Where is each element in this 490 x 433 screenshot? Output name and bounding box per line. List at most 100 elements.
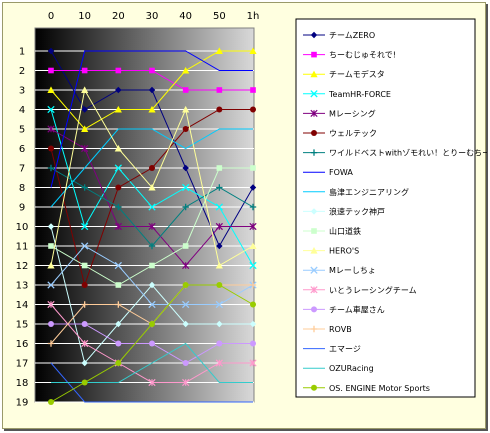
data-point <box>81 321 88 327</box>
legend-label: チーム車屋さん <box>329 304 385 314</box>
legend-marker <box>310 208 318 215</box>
legend-entry: 島津エンジニアリング <box>303 187 409 197</box>
y-tick-label: 9 <box>19 203 25 214</box>
data-point <box>48 67 54 74</box>
data-point <box>47 47 55 55</box>
legend-label: チームモデスタ <box>329 69 385 79</box>
data-point <box>115 67 122 74</box>
series-4 <box>47 105 257 270</box>
data-point <box>182 320 189 328</box>
data-point <box>81 242 89 250</box>
legend-entry: TeamHR-FORCE <box>303 90 391 99</box>
data-point <box>216 320 223 328</box>
legend-entries: チームZERO ちーむじゅそれで! チームモデスタ TeamHR-FORCE Mレーシン… <box>303 31 487 393</box>
data-point <box>81 222 89 231</box>
data-point <box>250 165 256 171</box>
data-point <box>148 378 156 387</box>
data-point <box>148 281 156 289</box>
data-point <box>182 126 189 132</box>
data-point <box>249 261 257 270</box>
y-tick-label: 7 <box>19 164 25 175</box>
legend-entry: ちーむじゅそれで! <box>303 51 396 60</box>
data-point <box>47 300 55 309</box>
y-tick-label: 14 <box>16 300 29 311</box>
y-tick-label: 8 <box>19 183 25 194</box>
legend-marker <box>310 286 318 294</box>
legend-label: ちーむじゅそれで! <box>329 51 396 60</box>
data-point <box>182 203 189 211</box>
data-point <box>81 144 89 153</box>
legend-label: 島津エンジニアリング <box>329 187 409 197</box>
data-point <box>149 340 155 347</box>
data-point <box>250 106 256 113</box>
x-tick-label: 40 <box>179 11 192 22</box>
legend-entry: FOWA <box>303 168 353 177</box>
x-tick-label: 1h <box>247 11 260 22</box>
data-point <box>250 301 256 308</box>
legend-marker <box>310 90 318 98</box>
chart-frame: 0 10 20 30 40 50 1h 1 2 3 4 5 6 7 8 9 10 11 12 13 14 15 16 17 1… <box>2 2 487 429</box>
data-point <box>216 282 223 288</box>
data-point <box>250 340 256 347</box>
data-point <box>148 203 156 211</box>
data-point <box>249 203 257 211</box>
legend-entry: OS. ENGINE Motor Sports <box>303 384 430 393</box>
data-point <box>249 320 257 328</box>
data-point <box>216 184 223 191</box>
data-point <box>249 359 257 367</box>
data-point <box>149 321 155 327</box>
series-9 <box>50 128 253 208</box>
y-tick-label: 4 <box>19 105 25 116</box>
data-point <box>215 359 223 367</box>
rank-line-chart: 0 10 20 30 40 50 1h 12345678910111213141516171… <box>16 11 487 409</box>
y-tick-label: 10 <box>16 222 29 233</box>
y-tick-label: 11 <box>16 242 29 253</box>
data-point <box>182 183 190 192</box>
series-17 <box>50 362 253 403</box>
legend-marker <box>310 247 318 254</box>
data-point <box>216 87 223 93</box>
data-point <box>81 67 88 74</box>
legend-entry: チームZERO <box>303 31 375 40</box>
data-point <box>148 222 156 231</box>
x-tick-label: 30 <box>146 11 159 22</box>
y-tick-label: 1 <box>19 47 25 58</box>
y-tick-label: 2 <box>19 66 25 77</box>
data-point <box>81 86 89 93</box>
legend-entry: ワイルドベストwithゾモれい！とりーむちーむ！ <box>303 149 487 158</box>
data-point <box>182 378 190 387</box>
data-point <box>48 321 54 327</box>
series-7 <box>47 164 257 250</box>
data-point <box>182 105 190 113</box>
legend-entry: チームモデスタ <box>303 69 385 79</box>
series-line <box>50 362 253 403</box>
series-2 <box>48 67 256 93</box>
series-1 <box>47 47 257 250</box>
y-tick-label: 12 <box>16 261 29 272</box>
data-point <box>215 47 223 54</box>
data-point <box>182 282 189 288</box>
data-point <box>115 282 122 288</box>
data-point <box>149 67 155 74</box>
legend-label: 浪速テック神戸 <box>329 206 385 216</box>
y-tick-label: 5 <box>19 125 25 136</box>
data-point <box>115 360 122 366</box>
data-point <box>81 379 88 386</box>
data-point <box>250 87 256 93</box>
data-point <box>249 184 257 191</box>
data-point <box>149 262 155 269</box>
data-point <box>215 300 223 309</box>
series-19 <box>48 282 256 405</box>
series-15 <box>48 321 256 366</box>
data-point <box>115 301 122 308</box>
legend-marker <box>310 70 318 78</box>
data-point <box>148 242 156 250</box>
data-point <box>47 86 55 93</box>
y-tick-label: 6 <box>19 144 25 155</box>
data-point <box>148 105 156 113</box>
data-point <box>215 203 223 211</box>
y-tick-label: 19 <box>16 398 29 409</box>
x-tick-label: 10 <box>78 11 91 22</box>
legend-label: チームZERO <box>329 31 375 40</box>
legend-label: Mレーしちょ <box>329 266 376 275</box>
